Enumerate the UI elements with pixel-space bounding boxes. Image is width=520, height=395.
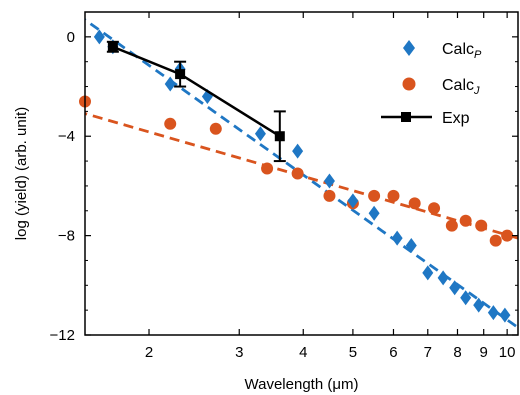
plot-area (79, 18, 518, 329)
axes: 2 3 4 5 6 7 8 9 10 0 −4 −8 −12 (50, 11, 519, 361)
y-tick-label: 0 (67, 29, 75, 46)
x-tick-label: 10 (499, 344, 516, 361)
axes-frame (84, 11, 519, 336)
calc-p-point (93, 29, 105, 45)
legend-label: CalcP (442, 41, 482, 61)
calc-p-point (368, 205, 380, 221)
legend-marker-calc-j (402, 77, 416, 91)
calc-p-point (460, 290, 472, 306)
calc-j-point (291, 167, 304, 180)
calc-j-point (408, 197, 421, 210)
exp-point (175, 69, 186, 80)
calc-j-point (261, 162, 274, 175)
calc-j-point (387, 189, 400, 202)
calc-p-point (164, 76, 176, 92)
y-axis-label: log (yield) (arb. unit) (13, 107, 30, 240)
calc-j-point (428, 202, 441, 215)
legend-marker-calc-p (403, 40, 415, 56)
calc-j-point (501, 229, 514, 242)
calc-p-point (437, 270, 449, 286)
calc-j-point (209, 122, 222, 135)
calc-p-point (323, 173, 335, 189)
calc-p-point (487, 305, 499, 321)
legend-label-sub: J (473, 85, 480, 97)
x-tick-label: 7 (424, 344, 432, 361)
y-tick-label: −4 (58, 128, 75, 145)
calc-j-point (164, 117, 177, 130)
x-tick-label: 8 (453, 344, 461, 361)
calc-p-point (449, 280, 461, 296)
x-tick-label: 9 (480, 344, 488, 361)
calc-j-point (459, 214, 472, 227)
legend-label-sub: P (474, 49, 482, 61)
x-axis-label: Wavelength (μm) (245, 376, 359, 393)
legend-label: CalcJ (442, 77, 480, 97)
legend-label: Exp (442, 110, 470, 127)
calc-p-point (422, 265, 434, 281)
calc-j-point (368, 189, 381, 202)
exp-point (107, 41, 118, 52)
calc-p-point (292, 143, 304, 159)
legend-label-base: Calc (442, 41, 474, 58)
calc-p-point (391, 230, 403, 246)
calc-p-point (405, 238, 417, 254)
calc-j-point (475, 219, 488, 232)
calc-j-point (445, 219, 458, 232)
legend-label-base: Calc (442, 77, 474, 94)
exp-point (274, 131, 285, 142)
x-tick-label: 2 (145, 344, 153, 361)
calc-p-point (347, 193, 359, 209)
legend-marker-exp (401, 112, 411, 122)
calc-j-point (323, 189, 336, 202)
calc-p-point (473, 297, 485, 313)
x-tick-label: 3 (235, 344, 243, 361)
y-tick-label: −8 (58, 228, 75, 245)
x-tick-label: 6 (389, 344, 397, 361)
x-tick-label: 5 (349, 344, 357, 361)
y-tick-label: −12 (50, 327, 75, 344)
legend-label-base: Exp (442, 110, 470, 127)
x-tick-label: 4 (299, 344, 307, 361)
calc-p-point (254, 126, 266, 142)
exp-line (112, 45, 281, 138)
calc-j-point (489, 234, 502, 247)
calc-p-point (499, 307, 511, 323)
